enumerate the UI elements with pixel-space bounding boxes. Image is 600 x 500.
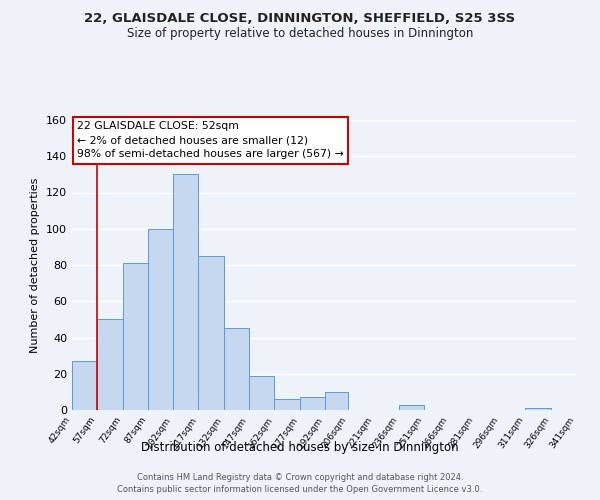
Bar bbox=[173, 174, 199, 410]
Text: Distribution of detached houses by size in Dinnington: Distribution of detached houses by size … bbox=[141, 441, 459, 454]
Y-axis label: Number of detached properties: Number of detached properties bbox=[31, 178, 40, 352]
Text: 22 GLAISDALE CLOSE: 52sqm
← 2% of detached houses are smaller (12)
98% of semi-d: 22 GLAISDALE CLOSE: 52sqm ← 2% of detach… bbox=[77, 122, 344, 160]
Bar bbox=[325, 392, 349, 410]
Text: Contains public sector information licensed under the Open Government Licence v3: Contains public sector information licen… bbox=[118, 486, 482, 494]
Bar bbox=[97, 320, 122, 410]
Bar bbox=[249, 376, 274, 410]
Text: Size of property relative to detached houses in Dinnington: Size of property relative to detached ho… bbox=[127, 28, 473, 40]
Text: Contains HM Land Registry data © Crown copyright and database right 2024.: Contains HM Land Registry data © Crown c… bbox=[137, 473, 463, 482]
Bar bbox=[399, 404, 424, 410]
Bar bbox=[148, 229, 173, 410]
Bar bbox=[274, 399, 299, 410]
Bar bbox=[72, 361, 97, 410]
Bar bbox=[199, 256, 224, 410]
Bar bbox=[122, 263, 148, 410]
Bar bbox=[299, 398, 325, 410]
Bar bbox=[526, 408, 551, 410]
Bar bbox=[224, 328, 249, 410]
Text: 22, GLAISDALE CLOSE, DINNINGTON, SHEFFIELD, S25 3SS: 22, GLAISDALE CLOSE, DINNINGTON, SHEFFIE… bbox=[85, 12, 515, 26]
